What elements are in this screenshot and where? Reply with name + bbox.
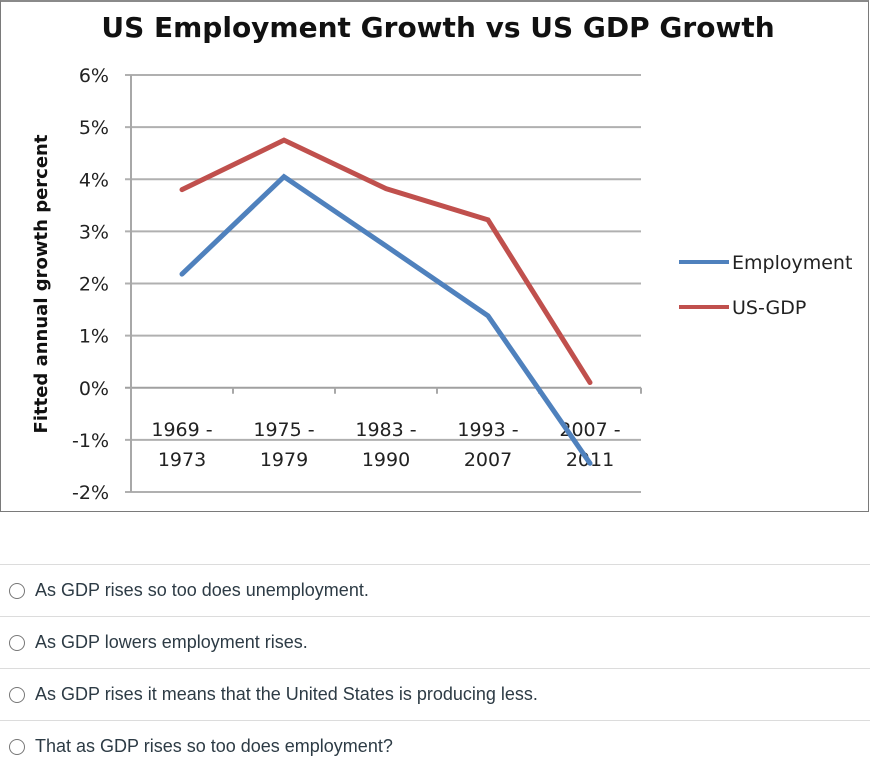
x-category-label: 1990 [362,449,410,471]
series-line-us-gdp [182,140,590,382]
option-label: As GDP rises it means that the United St… [35,684,538,705]
chart-title: US Employment Growth vs US GDP Growth [101,11,774,44]
y-tick-label: -2% [72,482,109,504]
x-category-label: 2007 [464,449,512,471]
chart-frame: US Employment Growth vs US GDP Growth Fi… [0,0,869,512]
option-label: That as GDP rises so too does employment… [35,736,393,757]
y-tick-label: 2% [79,274,109,296]
x-category-label: 1975 - [253,419,314,441]
y-tick-label: 6% [79,65,109,87]
option-label: As GDP rises so too does unemployment. [35,580,369,601]
answer-option[interactable]: That as GDP rises so too does employment… [0,720,870,772]
option-label: As GDP lowers employment rises. [35,632,308,653]
y-axis-label: Fitted annual growth percent [31,134,52,433]
x-category-label: 1969 - [151,419,212,441]
radio-button[interactable] [9,687,25,703]
answer-option[interactable]: As GDP rises so too does unemployment. [0,564,870,616]
x-category-label: 1973 [158,449,206,471]
radio-button[interactable] [9,739,25,755]
answer-option[interactable]: As GDP lowers employment rises. [0,616,870,668]
line-chart: US Employment Growth vs US GDP Growth Fi… [1,2,870,514]
x-category-label: 1979 [260,449,308,471]
legend-label: US-GDP [732,297,806,319]
answer-options: As GDP rises so too does unemployment. A… [0,564,870,772]
y-tick-label: 4% [79,169,109,191]
answer-option[interactable]: As GDP rises it means that the United St… [0,668,870,720]
y-tick-label: 1% [79,326,109,348]
x-category-label: 1983 - [355,419,416,441]
y-tick-label: 5% [79,117,109,139]
y-tick-label: 0% [79,378,109,400]
y-tick-label: 3% [79,221,109,243]
radio-button[interactable] [9,583,25,599]
legend-label: Employment [732,252,852,274]
x-category-label: 1993 - [457,419,518,441]
radio-button[interactable] [9,635,25,651]
y-tick-label: -1% [72,430,109,452]
